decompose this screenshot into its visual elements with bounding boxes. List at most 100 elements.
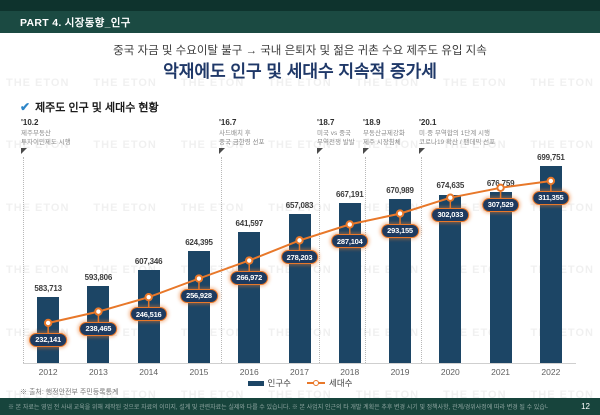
- population-bar-2020: [439, 194, 462, 363]
- households-point-marker: [496, 183, 505, 193]
- event-guide-line: [23, 157, 24, 363]
- year-tick-label: 2021: [491, 367, 511, 377]
- year-tick-label: 2019: [390, 367, 410, 377]
- population-value-label: 676,759: [486, 179, 515, 189]
- population-bar-2022: [539, 166, 562, 363]
- event-date: '10.2: [21, 118, 39, 127]
- households-value-badge: 311,355: [532, 190, 570, 205]
- households-value-badge: 307,529: [481, 197, 520, 212]
- part-title: PART 4. 시장동향_인구: [20, 16, 131, 29]
- population-bar-2016: [238, 231, 261, 363]
- households-value-badge: 232,141: [29, 332, 67, 347]
- population-bar-2021: [489, 192, 512, 363]
- population-value-label: 593,806: [84, 272, 113, 282]
- year-tick-label: 2017: [290, 367, 309, 377]
- bar-swatch-icon: [247, 380, 264, 386]
- slide-header: PART 4. 시장동향_인구: [0, 11, 600, 33]
- header-top-strip: [0, 0, 600, 11]
- event-flag-icon: [21, 148, 27, 154]
- legend-item-households: 세대수: [307, 377, 352, 389]
- year-tick-label: 2015: [189, 367, 209, 377]
- population-value-label: 607,346: [134, 257, 163, 267]
- year-tick-label: 2022: [541, 367, 561, 377]
- event-description: 미국 vs 중국: [317, 130, 352, 137]
- population-households-chart: 583,713 593,806 607,346 624,395 641,597 657,0…: [23, 140, 576, 364]
- page-title: 악재에도 인구 및 세대수 지속적 증가세: [163, 62, 437, 81]
- chart-section-header: ✔ 제주도 인구 및 세대수 현황: [20, 99, 159, 115]
- households-point-marker: [446, 193, 455, 202]
- year-tick-label: 2013: [88, 367, 108, 377]
- x-axis-year-labels: 2012 2013 2014 2015 2016 2017 2018 2019 2020 2021…: [23, 367, 576, 377]
- event-guide-line: [221, 157, 222, 363]
- households-value-badge: 302,033: [431, 207, 470, 222]
- event-description: 미·중 무역합의 1단계 시행: [419, 130, 490, 137]
- event-date: '16.7: [219, 118, 237, 127]
- households-value-badge: 246,516: [129, 307, 168, 322]
- households-point-marker: [94, 307, 103, 316]
- slide-subtitle: 중국 자금 및 수요이탈 불구 → 국내 은퇴자 및 젊은 귀촌 수요 제주도 …: [113, 45, 487, 57]
- event-flag-icon: [317, 148, 323, 154]
- households-value-badge: 293,155: [381, 223, 419, 238]
- event-description: 무역전쟁 발발: [317, 139, 355, 147]
- event-guide-line: [319, 157, 320, 363]
- legend-households-label: 세대수: [329, 378, 353, 388]
- households-point-marker: [546, 176, 556, 186]
- year-tick-label: 2018: [340, 367, 360, 377]
- event-date: '18.7: [317, 118, 335, 127]
- population-value-label: 657,083: [285, 201, 314, 211]
- year-tick-label: 2016: [239, 367, 259, 377]
- households-value-badge: 287,104: [330, 234, 369, 249]
- event-description: 코로나19 확산 / 팬데믹 선포: [419, 139, 496, 147]
- event-description: 중국 금한령 선포: [219, 139, 265, 147]
- households-point-marker: [245, 256, 254, 265]
- year-tick-label: 2014: [139, 367, 159, 377]
- year-tick-label: 2012: [38, 367, 58, 377]
- event-date: '18.9: [363, 118, 381, 127]
- legend-item-population: 인구수: [247, 377, 291, 389]
- households-point-marker: [43, 318, 53, 328]
- population-bar-2015: [187, 251, 210, 363]
- event-guide-line: [421, 157, 422, 363]
- population-value-label: 624,395: [185, 238, 213, 248]
- households-value-badge: 256,928: [180, 288, 218, 303]
- event-flag-icon: [363, 148, 369, 154]
- households-value-badge: 278,203: [280, 250, 319, 265]
- households-point-marker: [345, 220, 354, 229]
- event-description: 제주부동산: [21, 130, 51, 137]
- population-value-label: 641,597: [235, 218, 263, 228]
- population-value-label: 670,989: [386, 185, 414, 195]
- event-date: '20.1: [419, 118, 437, 127]
- households-point-marker: [194, 274, 204, 283]
- legend-population-label: 인구수: [267, 378, 291, 388]
- chart-section-label: 제주도 인구 및 세대수 현황: [35, 102, 159, 114]
- line-swatch-icon: [307, 379, 325, 386]
- population-bar-2019: [389, 198, 412, 363]
- event-description: 부동산규제강화: [363, 130, 405, 137]
- event-guide-line: [365, 157, 366, 363]
- population-value-label: 674,635: [436, 181, 465, 191]
- event-description: 투자이민제도 시행: [21, 139, 71, 147]
- year-tick-label: 2020: [440, 367, 460, 377]
- households-value-badge: 238,465: [79, 321, 118, 336]
- population-value-label: 583,713: [34, 283, 62, 293]
- footer-disclaimer: ※ 본 자료는 영업 전 사내 교육을 위해 제작된 것으로 자료의 이미지, …: [8, 405, 548, 411]
- page-number: 12: [581, 402, 590, 411]
- event-description: 사드배치 후: [219, 130, 251, 137]
- event-description: 제주 시장침체: [363, 139, 401, 147]
- households-point-marker: [295, 236, 304, 245]
- slide-footer: ※ 본 자료는 영업 전 사내 교육을 위해 제작된 것으로 자료의 이미지, …: [0, 398, 600, 415]
- check-icon: ✔: [20, 100, 31, 114]
- households-value-badge: 266,972: [230, 270, 269, 285]
- households-point-marker: [144, 292, 153, 302]
- chart-legend: 인구수 세대수: [0, 377, 600, 389]
- event-flag-icon: [419, 148, 425, 154]
- source-note: ※ 출처: 행정안전부 주민등록통계: [20, 389, 119, 396]
- households-point-marker: [395, 209, 405, 218]
- event-flag-icon: [219, 148, 225, 154]
- population-value-label: 699,751: [537, 153, 565, 163]
